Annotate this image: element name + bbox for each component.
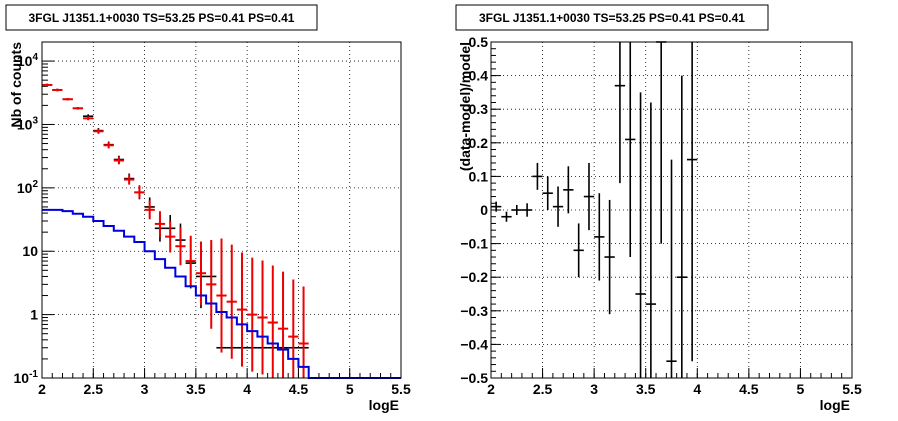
x-tick-label: 5: [346, 381, 354, 397]
y-tick-label: 0.2: [469, 135, 489, 151]
y-tick-label: 104: [17, 52, 39, 69]
y-tick-label: −0.5: [460, 370, 488, 386]
y-tick-label: −0.3: [460, 303, 488, 319]
series-1: [42, 83, 309, 378]
y-tick-label: 1: [30, 307, 38, 323]
x-tick-label: 4: [243, 381, 251, 397]
series-0: [42, 83, 309, 349]
y-tick-label: 0: [480, 202, 488, 218]
x-tick-label: 3.5: [636, 381, 656, 397]
x-tick-label: 2.5: [84, 381, 104, 397]
counts-panel: 3FGL J1351.1+0030 TS=53.25 PS=0.41 PS=0.…: [5, 4, 411, 413]
x-tick-label: 4: [693, 381, 701, 397]
x-tick-label: 5.5: [391, 381, 411, 397]
y-tick-label: 103: [17, 115, 39, 132]
model-step-line: [42, 208, 401, 379]
x-axis-title: logE: [369, 397, 399, 413]
y-tick-label: −0.2: [460, 269, 488, 285]
x-tick-label: 4.5: [739, 381, 759, 397]
chart-title: 3FGL J1351.1+0030 TS=53.25 PS=0.41 PS=0.…: [29, 11, 295, 25]
series-0: [491, 41, 698, 378]
x-tick-label: 3: [141, 381, 149, 397]
y-tick-label: 0.3: [469, 101, 489, 117]
y-tick-label: 102: [17, 179, 39, 196]
x-tick-label: 3: [590, 381, 598, 397]
y-tick-label: −0.1: [460, 236, 488, 252]
y-axis-title: Nb of counts: [8, 42, 24, 128]
x-tick-label: 2: [487, 381, 495, 397]
x-tick-label: 2.5: [533, 381, 553, 397]
x-tick-label: 5.5: [842, 381, 862, 397]
x-tick-label: 4.5: [289, 381, 309, 397]
residuals-panel: 3FGL J1351.1+0030 TS=53.25 PS=0.41 PS=0.…: [455, 4, 862, 413]
chart-title: 3FGL J1351.1+0030 TS=53.25 PS=0.41 PS=0.…: [479, 11, 745, 25]
x-tick-label: 2: [38, 381, 46, 397]
y-tick-label: 10-1: [14, 369, 39, 386]
series-2: [42, 208, 401, 379]
y-axis-title: (data-model)/model: [457, 42, 473, 171]
y-tick-label: 0.5: [469, 34, 489, 50]
title-box: [5, 4, 318, 31]
x-tick-label: 5: [797, 381, 805, 397]
x-tick-label: 3.5: [186, 381, 206, 397]
y-tick-label: 10: [22, 243, 38, 259]
plot-frame: [490, 41, 853, 379]
title-box: [455, 4, 769, 31]
x-axis-title: logE: [820, 397, 850, 413]
y-tick-label: −0.4: [460, 336, 488, 352]
y-tick-label: 0.1: [469, 168, 489, 184]
y-tick-label: 0.4: [469, 68, 489, 84]
plot-frame: [41, 41, 402, 379]
